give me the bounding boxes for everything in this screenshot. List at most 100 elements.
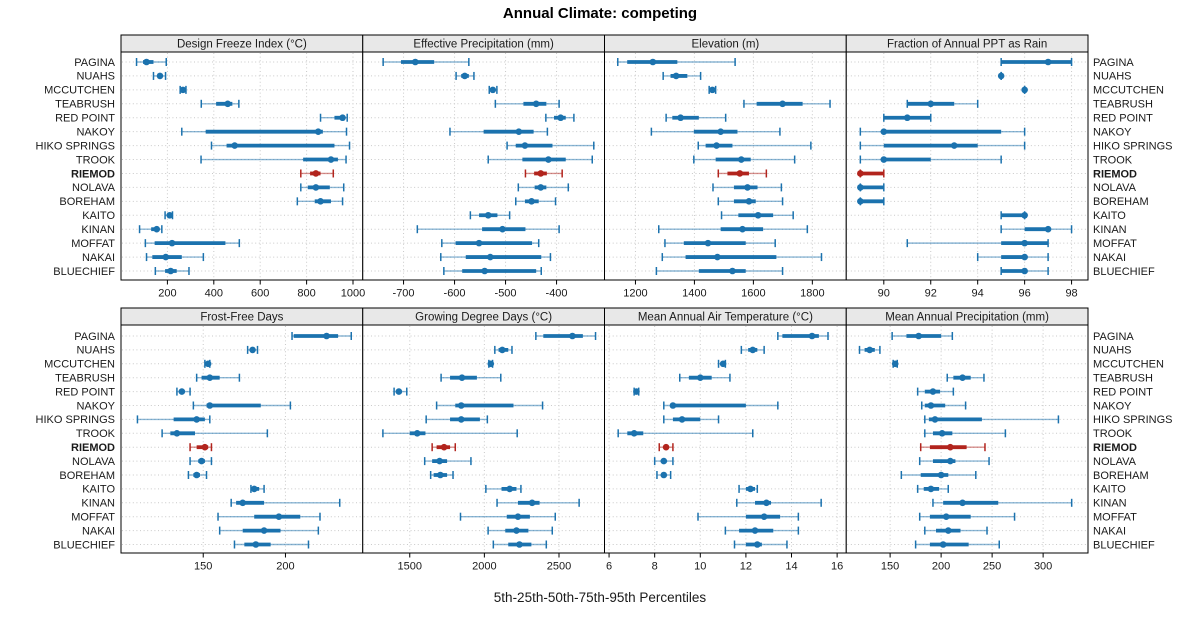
median-dot <box>260 527 268 534</box>
median-dot <box>461 72 469 80</box>
x-tick-label: 600 <box>251 288 269 300</box>
x-tick-label: 1600 <box>741 288 765 300</box>
median-dot <box>193 471 200 479</box>
site-label-left: HIKO SPRINGS <box>36 140 115 152</box>
panel-effective-precipitation-mm: -700 -600 -500 -400 Effective Precipitation … <box>362 34 605 300</box>
site-row-hiko-springs <box>697 141 812 150</box>
panel-title: Elevation (m) <box>692 39 760 51</box>
site-row-mccutchen <box>708 85 717 94</box>
site-label-left: BLUECHIEF <box>53 539 115 551</box>
site-row-kinan <box>736 498 822 507</box>
median-dot <box>1021 86 1028 94</box>
site-row-bluechief <box>914 540 1001 549</box>
site-row-mccutchen <box>488 85 498 94</box>
site-row-boreham <box>515 197 557 206</box>
site-row-nuahs <box>494 345 513 354</box>
panel-mean-annual-precipitation-mm: 150 200 250 300 Mean Annual Precipitation (m… <box>845 307 1089 573</box>
median-dot <box>314 128 322 135</box>
site-row-riemod <box>524 169 563 178</box>
site-row-red-point <box>319 113 348 122</box>
site-row-teabrush <box>743 99 831 108</box>
median-dot <box>714 253 721 261</box>
site-label-left: NOLAVA <box>72 182 116 194</box>
median-dot <box>857 184 864 191</box>
panel-mean-annual-air-temperature-c: 6 8 10 12 14 16 Mean Annual Air Temperature (°… <box>604 307 847 573</box>
site-row-pagina <box>535 332 597 340</box>
median-dot <box>516 541 523 548</box>
median-dot <box>250 485 258 493</box>
site-row-boreham <box>187 471 208 479</box>
site-row-trook <box>617 429 754 438</box>
median-dot <box>1021 211 1028 219</box>
median-dot <box>744 184 751 191</box>
site-row-kaito <box>469 211 511 220</box>
site-label-left: NAKOY <box>76 126 115 138</box>
site-label-left: RIEMOD <box>71 168 115 180</box>
site-row-bluechief <box>733 540 788 549</box>
site-row-mccutchen <box>717 359 727 368</box>
median-dot <box>713 142 720 149</box>
median-dot <box>719 360 727 368</box>
panel-background <box>846 325 1088 553</box>
site-label-right: NOLAVA <box>1093 456 1137 468</box>
site-row-nakai <box>661 253 823 262</box>
site-label-left: MCCUTCHEN <box>44 85 115 97</box>
site-row-boreham <box>656 471 672 479</box>
site-label-right: BLUECHIEF <box>1093 539 1155 551</box>
site-label-left: KINAN <box>81 498 115 510</box>
median-dot <box>249 346 256 354</box>
site-row-teabrush <box>200 99 240 108</box>
median-dot <box>198 457 205 465</box>
median-dot <box>411 58 419 66</box>
site-row-pagina <box>891 332 954 340</box>
site-label-right: BOREHAM <box>1093 470 1149 482</box>
median-dot <box>457 402 465 409</box>
site-label-left: MCCUTCHEN <box>44 359 115 371</box>
median-dot <box>484 211 492 219</box>
median-dot <box>569 332 576 340</box>
site-label-right: RED POINT <box>1093 386 1153 398</box>
site-row-pagina <box>291 332 352 340</box>
median-dot <box>528 198 535 205</box>
median-dot <box>1021 239 1028 247</box>
median-dot <box>317 198 324 205</box>
site-row-nuahs <box>858 345 881 354</box>
median-dot <box>143 58 150 66</box>
median-dot <box>729 267 736 275</box>
site-row-boreham <box>296 197 344 206</box>
median-dot <box>481 267 488 275</box>
x-tick-label: 1500 <box>398 561 422 573</box>
site-row-nakai <box>487 526 554 535</box>
median-dot <box>903 114 911 122</box>
site-row-nakai <box>976 253 1049 262</box>
site-label-left: MOFFAT <box>71 512 115 524</box>
site-row-riemod <box>431 443 457 452</box>
site-row-riemod <box>189 443 213 452</box>
site-label-right: MOFFAT <box>1093 238 1137 250</box>
site-row-riemod <box>300 169 335 178</box>
site-row-bluechief <box>655 267 784 275</box>
site-label-left: NOLAVA <box>72 456 116 468</box>
site-row-moffat <box>144 239 241 248</box>
x-tick-label: 6 <box>606 561 612 573</box>
site-label-right: HIKO SPRINGS <box>1093 414 1172 426</box>
median-dot <box>747 485 754 493</box>
median-dot <box>891 360 899 368</box>
median-dot <box>532 100 540 108</box>
site-label-left: MOFFAT <box>71 238 115 250</box>
site-row-nakoy <box>650 127 781 136</box>
median-dot <box>312 170 320 177</box>
x-tick-label: 200 <box>276 561 294 573</box>
median-dot <box>528 499 536 507</box>
site-row-boreham <box>717 197 784 206</box>
median-dot <box>514 513 522 520</box>
x-tick-label: 1200 <box>623 288 647 300</box>
site-row-kinan <box>416 225 560 234</box>
site-row-nakai <box>724 526 800 535</box>
site-row-nakoy <box>192 401 292 410</box>
panel-background <box>846 52 1088 280</box>
median-dot <box>486 253 494 261</box>
site-row-nakoy <box>920 401 967 410</box>
site-label-left: NAKOY <box>76 400 115 412</box>
site-label-right: NUAHS <box>1093 345 1132 357</box>
